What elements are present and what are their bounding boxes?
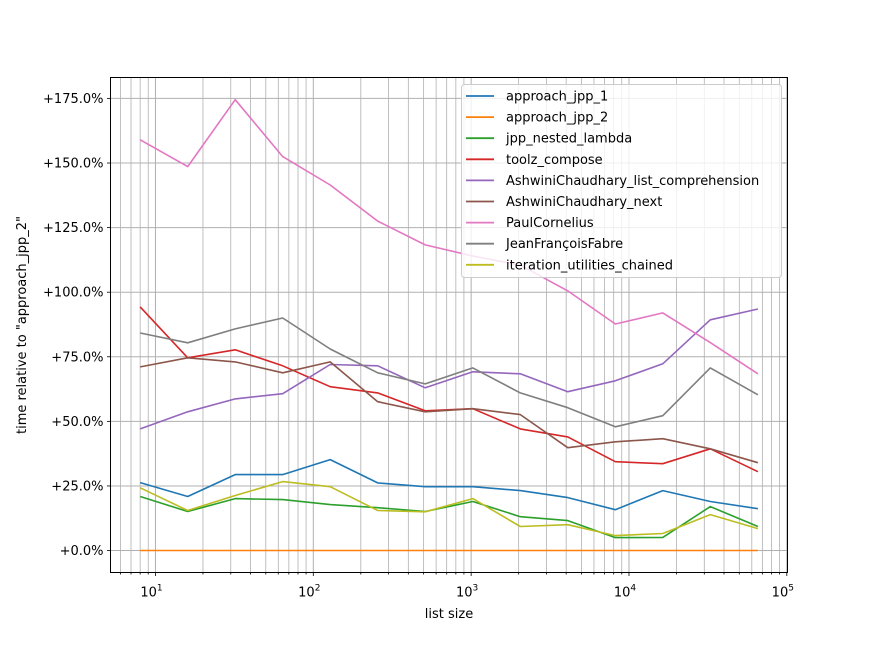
series-line-ashwinichaudhary-next xyxy=(140,356,759,464)
x-tick-label: 102 xyxy=(298,584,320,601)
x-tick-base: 10 xyxy=(298,586,315,601)
legend-item: PaulCornelius xyxy=(466,216,594,231)
legend-item: iteration_utilities_chained xyxy=(466,258,673,273)
y-tick-label: +25.0% xyxy=(51,479,103,494)
legend-label: AshwiniChaudhary_list_comprehension xyxy=(506,174,759,189)
x-tick-exponent: 5 xyxy=(788,584,794,594)
legend-label: JeanFrançoisFabre xyxy=(505,237,623,252)
x-axis-ticks: 101 102 103 104 105 xyxy=(120,572,794,601)
y-tick-label: +175.0% xyxy=(43,92,103,107)
y-tick-label: +50.0% xyxy=(51,415,103,430)
series-lines xyxy=(139,98,759,552)
x-tick-base: 10 xyxy=(456,586,473,601)
x-tick-label: 104 xyxy=(614,584,637,601)
x-tick-base: 10 xyxy=(772,586,789,601)
legend-item: approach_jpp_2 xyxy=(466,111,608,126)
x-tick-label: 105 xyxy=(772,584,794,601)
y-axis-label: time relative to "approach_jpp_2" xyxy=(15,216,30,434)
legend-item: jpp_nested_lambda xyxy=(466,132,632,147)
legend-label: approach_jpp_1 xyxy=(506,90,608,105)
series-line-toolz-compose xyxy=(139,306,759,473)
legend-label: jpp_nested_lambda xyxy=(505,132,632,147)
series-line-paulcornelius xyxy=(139,98,759,375)
plot-frame xyxy=(110,77,788,573)
series-line-jpp-nested-lambda xyxy=(139,495,759,539)
legend-label: iteration_utilities_chained xyxy=(506,258,673,273)
x-tick-base: 10 xyxy=(140,586,157,601)
series-line-jeanfran-oisfabre xyxy=(140,317,759,428)
x-axis-label: list size xyxy=(425,607,473,622)
legend-item: AshwiniChaudhary_next xyxy=(466,195,662,210)
legend-box xyxy=(461,84,782,278)
x-tick-label: 101 xyxy=(140,584,162,601)
legend-label: toolz_compose xyxy=(506,153,603,168)
x-tick-exponent: 3 xyxy=(473,584,479,594)
legend-item: toolz_compose xyxy=(466,153,603,168)
x-tick-base: 10 xyxy=(614,586,631,601)
legend-label: PaulCornelius xyxy=(506,216,594,231)
series-line-ashwinichaudhary-list-comprehension xyxy=(139,308,759,430)
series-line-approach-jpp-1 xyxy=(139,458,759,511)
legend-item: AshwiniChaudhary_list_comprehension xyxy=(466,174,759,189)
legend-item: JeanFrançoisFabre xyxy=(466,237,623,252)
x-tick-exponent: 1 xyxy=(157,584,163,594)
legend-item: approach_jpp_1 xyxy=(466,90,608,105)
legend-label: approach_jpp_2 xyxy=(506,111,608,126)
y-tick-label: +125.0% xyxy=(43,221,103,236)
y-tick-label: +100.0% xyxy=(43,286,103,301)
y-tick-label: +0.0% xyxy=(60,544,104,559)
y-tick-label: +75.0% xyxy=(51,350,103,365)
legend: approach_jpp_1 approach_jpp_2 jpp_nested_l… xyxy=(461,84,782,278)
x-tick-exponent: 4 xyxy=(630,584,636,594)
x-tick-label: 103 xyxy=(456,584,478,601)
y-tick-label: +150.0% xyxy=(43,157,103,172)
legend-label: AshwiniChaudhary_next xyxy=(506,195,662,210)
y-axis-ticks: +0.0% +25.0% +50.0% +75.0% +100.0% +125.0% +15… xyxy=(43,92,111,559)
series-line-iteration-utilities-chained xyxy=(139,480,759,537)
x-tick-exponent: 2 xyxy=(315,584,321,594)
